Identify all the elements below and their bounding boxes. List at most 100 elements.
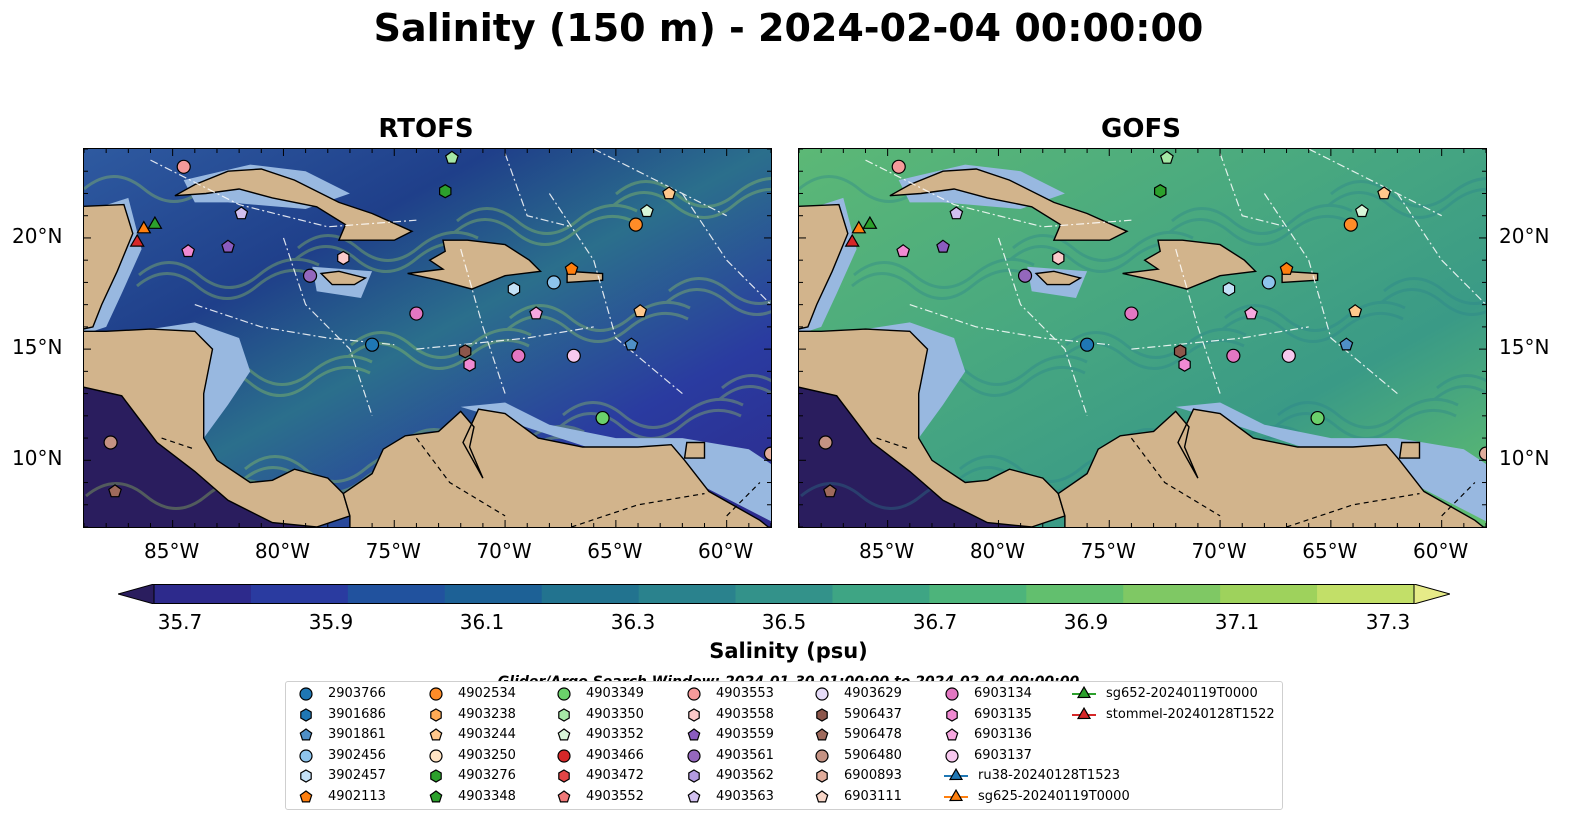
legend-marker-shape xyxy=(299,687,313,701)
observation-marker xyxy=(891,159,906,174)
observation-marker xyxy=(896,244,911,258)
observation-marker xyxy=(662,186,676,200)
lon-tick-label: 85°W xyxy=(144,539,200,563)
land-central xyxy=(799,328,1066,527)
shelf-area xyxy=(865,322,966,439)
observation-marker xyxy=(1354,204,1369,218)
observation-marker xyxy=(1281,348,1296,363)
legend-marker xyxy=(300,769,312,784)
colorbar-extend-min xyxy=(116,583,155,605)
observation-marker xyxy=(564,261,579,275)
colorbar-segment xyxy=(832,584,930,604)
observation-marker xyxy=(511,348,526,363)
colorbar-label: Salinity (psu) xyxy=(709,639,868,663)
observation-marker xyxy=(1159,150,1174,164)
shelf-area xyxy=(150,322,251,439)
lat-tick-label: 10°N xyxy=(1499,446,1550,471)
legend-marker-shape xyxy=(815,749,829,763)
legend-label: sg625-20240119T0000 xyxy=(978,789,1130,804)
observation-marker xyxy=(546,275,561,290)
observation-marker xyxy=(129,233,145,247)
lon-tick-label: 60°W xyxy=(698,539,754,563)
legend-marker xyxy=(430,769,442,784)
colorbar-segment xyxy=(1317,584,1415,604)
legend-label: 5906480 xyxy=(844,747,902,763)
observation-marker xyxy=(337,250,350,266)
figure-title: Salinity (150 m) - 2024-02-04 00:00:00 xyxy=(373,6,1204,50)
observation-marker xyxy=(1079,337,1095,352)
legend-marker xyxy=(299,687,313,701)
legend-marker-shape xyxy=(429,728,443,741)
legend-marker-shape xyxy=(945,687,959,701)
legend-marker-shape xyxy=(946,707,958,722)
legend-marker xyxy=(557,728,571,741)
country-borders xyxy=(161,437,761,527)
search-window-text: Glider/Argo Search Window: 2024-01-30 01… xyxy=(0,669,1577,681)
legend-label: 6903135 xyxy=(974,706,1032,722)
legend-label: 4903559 xyxy=(716,727,774,743)
legend-label: sg652-20240119T0000 xyxy=(1106,686,1258,701)
colorbar-segment xyxy=(1220,584,1318,604)
legend-marker-shape xyxy=(948,789,964,802)
map-svg-rtofs xyxy=(84,149,771,527)
observation-marker xyxy=(1339,337,1354,351)
land-trinidad xyxy=(1398,441,1421,459)
colorbar-segment xyxy=(1123,584,1221,604)
colorbar-tick: 37.3 xyxy=(1365,610,1411,634)
colorbar-tick: 35.7 xyxy=(157,610,203,634)
colorbar-segment xyxy=(1026,584,1124,604)
legend-label: 4903562 xyxy=(716,768,774,784)
lat-tick-label: 15°N xyxy=(12,335,63,360)
legend-label: 3902457 xyxy=(328,768,386,784)
legend-marker-shape xyxy=(430,769,442,784)
legend-marker xyxy=(945,749,959,763)
observation-marker xyxy=(1310,410,1325,426)
observation-marker xyxy=(628,217,643,232)
map-panel-rtofs[interactable] xyxy=(83,148,772,528)
legend-label: 6903136 xyxy=(974,727,1032,743)
legend-marker xyxy=(429,790,443,803)
legend-marker xyxy=(299,728,313,741)
eez-boundaries xyxy=(150,149,771,416)
legend-marker-shape xyxy=(300,707,312,722)
legend-marker xyxy=(816,707,828,722)
pacific-ocean xyxy=(84,387,317,527)
panel-title-gofs: GOFS xyxy=(1101,114,1181,144)
land-central xyxy=(84,328,351,527)
colorbar-tick: 35.9 xyxy=(308,610,354,634)
legend-label: 4903352 xyxy=(586,727,644,743)
colorbar-tick: 36.3 xyxy=(610,610,656,634)
legend-label: 4902113 xyxy=(328,789,386,804)
legend-marker xyxy=(299,790,313,803)
legend-label: 4903276 xyxy=(458,768,516,784)
country-borders xyxy=(876,437,1476,527)
colorbar-tick: 36.9 xyxy=(1063,610,1109,634)
legend-marker-shape xyxy=(948,768,964,781)
legend-marker xyxy=(815,728,829,741)
eez-boundaries xyxy=(865,149,1486,416)
land-yucatan xyxy=(84,203,134,330)
legend-marker-shape xyxy=(945,749,959,763)
colorbar-segment xyxy=(735,584,833,604)
legend-marker-shape xyxy=(687,790,701,803)
map-panel-gofs[interactable] xyxy=(798,148,1487,528)
legend-marker xyxy=(557,687,571,701)
legend-label: 4903629 xyxy=(844,686,902,701)
legend-marker xyxy=(429,749,443,763)
observation-marker xyxy=(1226,348,1241,363)
legend-marker xyxy=(815,687,829,701)
observation-marker xyxy=(409,306,424,321)
legend-label: 6900893 xyxy=(844,768,902,784)
legend-marker-shape xyxy=(557,687,571,701)
observation-marker xyxy=(439,184,452,199)
legend-marker-shape xyxy=(558,769,570,784)
legend-marker-shape xyxy=(1076,686,1092,699)
legend-label: 4902534 xyxy=(458,686,516,701)
legend-label: 4903348 xyxy=(458,789,516,804)
colorbar-tick: 36.7 xyxy=(912,610,958,634)
observation-marker xyxy=(851,220,867,234)
land-southam xyxy=(342,408,770,527)
legend-marker xyxy=(945,687,959,701)
legend-marker-shape xyxy=(557,728,571,741)
observation-marker xyxy=(936,239,950,253)
